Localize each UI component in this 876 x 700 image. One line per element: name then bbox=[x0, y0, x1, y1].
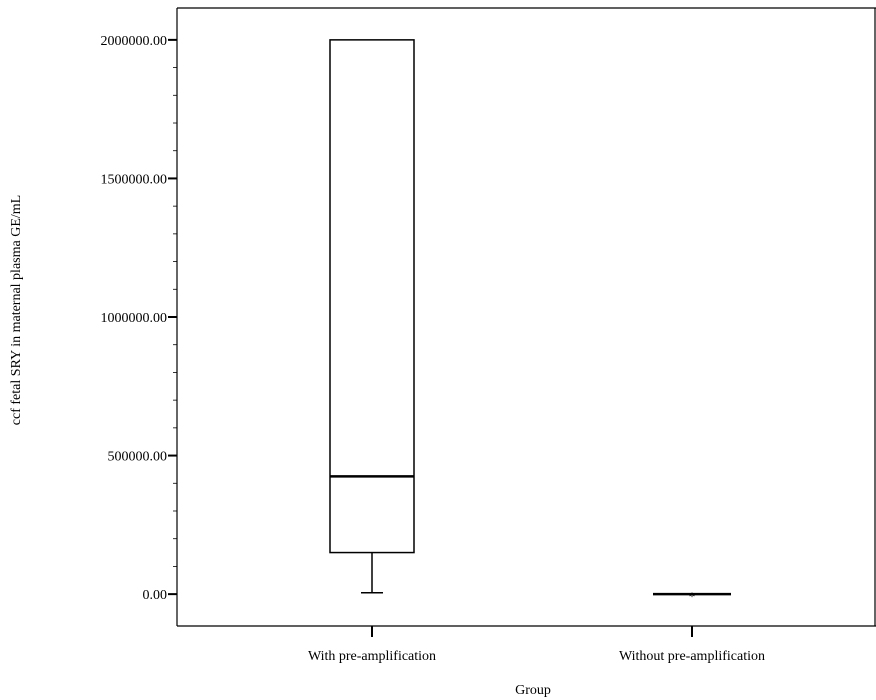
outlier-marker: * bbox=[689, 589, 696, 604]
x-axis-label: Group bbox=[515, 683, 551, 698]
box-iqr bbox=[329, 39, 415, 554]
boxes-layer: * bbox=[329, 39, 731, 604]
x-tick-label: Without pre-amplification bbox=[619, 649, 765, 664]
y-tick-label: 2000000.00 bbox=[101, 34, 168, 49]
y-axis: 0.00 500000.00 1000000.00 1500000.00 2000000… bbox=[101, 34, 177, 603]
y-tick-label: 0.00 bbox=[143, 588, 168, 603]
plot-frame bbox=[176, 7, 876, 627]
box-group: * bbox=[653, 589, 731, 604]
x-axis: With pre-amplification Without pre-amplif… bbox=[308, 626, 765, 664]
x-tick-label: With pre-amplification bbox=[308, 649, 436, 664]
y-tick-label: 1500000.00 bbox=[101, 172, 168, 187]
box-group bbox=[329, 39, 415, 594]
y-axis-label: ccf fetal SRY in maternal plasma GE/mL bbox=[9, 195, 24, 425]
y-tick-label: 1000000.00 bbox=[101, 311, 168, 326]
y-tick-label: 500000.00 bbox=[108, 450, 168, 465]
